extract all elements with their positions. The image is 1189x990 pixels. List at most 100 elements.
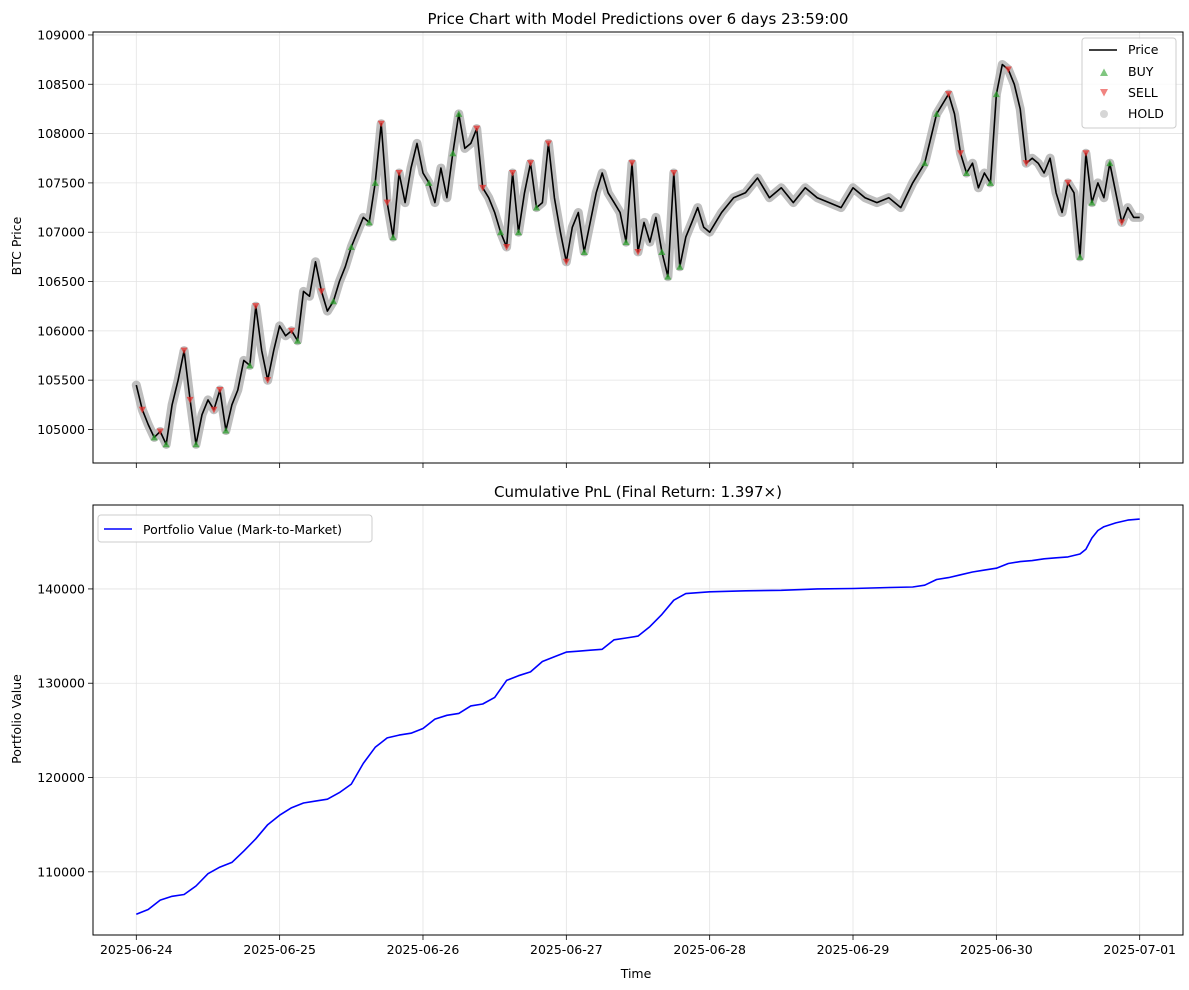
buy-marker (1076, 253, 1084, 260)
y-tick-label: 120000 (37, 770, 85, 785)
legend-buy-triangle-up-icon (1100, 68, 1108, 76)
sell-marker (288, 327, 296, 335)
buy-marker (664, 273, 672, 280)
legend-buy-label: BUY (1128, 64, 1154, 79)
price-chart-frame (92, 31, 1184, 464)
buy-marker (676, 263, 684, 270)
sell-marker (186, 396, 194, 404)
sell-marker (503, 244, 511, 251)
sell-marker (562, 258, 570, 266)
sell-marker (138, 406, 146, 414)
x-tick-label: 2025-07-01 (1103, 942, 1176, 957)
x-tick-label: 2025-06-25 (243, 942, 316, 957)
buy-marker (329, 297, 337, 305)
sell-marker (264, 377, 272, 384)
buy-marker (389, 233, 397, 241)
pnl-chart-panel: Cumulative PnL (Final Return: 1.397×) Po… (9, 483, 1184, 981)
sell-marker (395, 170, 403, 177)
y-tick-label: 108000 (37, 126, 85, 141)
sell-marker (383, 199, 391, 207)
sell-marker (317, 288, 325, 295)
sell-marker (210, 406, 218, 414)
pnl-chart-series (136, 518, 1140, 916)
price-chart-y-ticks: 105000 105500 106000 106500 107000 107500 1080… (37, 27, 93, 437)
buy-marker (658, 248, 666, 255)
x-tick-label: 2025-06-30 (960, 942, 1033, 957)
sell-marker (544, 140, 552, 147)
sell-marker (1004, 66, 1012, 73)
buy-marker (347, 243, 355, 251)
pnl-chart-title: Cumulative PnL (Final Return: 1.397×) (494, 483, 782, 501)
x-tick-label: 2025-06-29 (817, 942, 890, 957)
buy-marker (497, 228, 505, 236)
legend-sell-label: SELL (1128, 85, 1158, 100)
legend-portfolio-label: Portfolio Value (Mark-to-Market) (143, 522, 342, 537)
buy-marker (921, 159, 929, 167)
buy-marker (962, 169, 970, 177)
sell-marker (1082, 150, 1090, 157)
y-tick-label: 106000 (37, 323, 85, 338)
y-tick-label: 109000 (37, 27, 85, 42)
buy-marker (222, 426, 230, 434)
buy-marker (294, 337, 302, 344)
pnl-chart-legend: Portfolio Value (Mark-to-Market) (97, 514, 373, 543)
price-chart-y-label: BTC Price (9, 216, 24, 275)
pnl-chart-legend-box (97, 514, 373, 543)
price-chart-signals (138, 66, 1126, 448)
buy-marker (371, 179, 379, 186)
pnl-chart-y-ticks: 110000 120000 130000 140000 (37, 581, 93, 879)
x-tick-label: 2025-06-26 (387, 942, 460, 957)
pnl-chart-frame (92, 504, 1184, 936)
pnl-chart-x-ticks: 2025-06-24 2025-06-25 2025-06-26 2025-06-27… (100, 935, 1176, 957)
buy-marker (515, 228, 523, 236)
legend-price-label: Price (1128, 42, 1159, 57)
buy-marker (425, 179, 433, 186)
buy-marker (986, 179, 994, 186)
price-chart-legend: Price BUY SELL HOLD (1081, 37, 1177, 129)
y-tick-label: 108500 (37, 77, 85, 92)
y-tick-label: 105500 (37, 373, 85, 388)
price-chart-title: Price Chart with Model Predictions over … (428, 10, 849, 28)
x-tick-label: 2025-06-27 (530, 942, 603, 957)
legend-hold-circle-icon (1100, 110, 1108, 118)
y-tick-label: 107500 (37, 175, 85, 190)
sell-marker (526, 160, 534, 167)
buy-marker (150, 433, 158, 441)
sell-marker (957, 150, 965, 157)
y-tick-label: 130000 (37, 676, 85, 691)
sell-marker (473, 125, 481, 133)
buy-marker (455, 110, 463, 117)
buy-marker (1088, 199, 1096, 206)
x-tick-label: 2025-06-24 (100, 942, 173, 957)
buy-marker (933, 110, 941, 117)
pnl-chart-grid (93, 505, 1183, 935)
sell-marker (1022, 160, 1030, 167)
sell-marker (180, 347, 188, 355)
pnl-chart-y-label: Portfolio Value (9, 674, 24, 764)
legend-hold-label: HOLD (1128, 106, 1164, 121)
y-tick-label: 105000 (37, 422, 85, 437)
legend-sell-triangle-down-icon (1100, 89, 1108, 97)
buy-marker (992, 90, 1000, 98)
buy-marker (192, 440, 200, 448)
x-tick-label: 2025-06-28 (673, 942, 746, 957)
price-chart-x-ticks (135, 463, 1141, 468)
price-chart-panel: Price Chart with Model Predictions over … (9, 10, 1184, 468)
buy-marker (580, 248, 588, 255)
sell-marker (634, 248, 642, 256)
sell-marker (670, 170, 678, 177)
sell-marker (156, 428, 164, 435)
portfolio-value-line (136, 518, 1140, 916)
buy-marker (162, 440, 170, 448)
buy-marker (532, 204, 540, 211)
price-chart-legend-box (1081, 37, 1177, 129)
sell-marker (377, 120, 385, 128)
y-tick-label: 106500 (37, 274, 85, 289)
pnl-chart-x-label: Time (620, 966, 652, 981)
sell-marker (1118, 219, 1126, 226)
sell-marker (1064, 179, 1072, 187)
y-tick-label: 107000 (37, 225, 85, 240)
y-tick-label: 110000 (37, 864, 85, 879)
buy-marker (449, 149, 457, 157)
sell-marker (479, 184, 487, 192)
